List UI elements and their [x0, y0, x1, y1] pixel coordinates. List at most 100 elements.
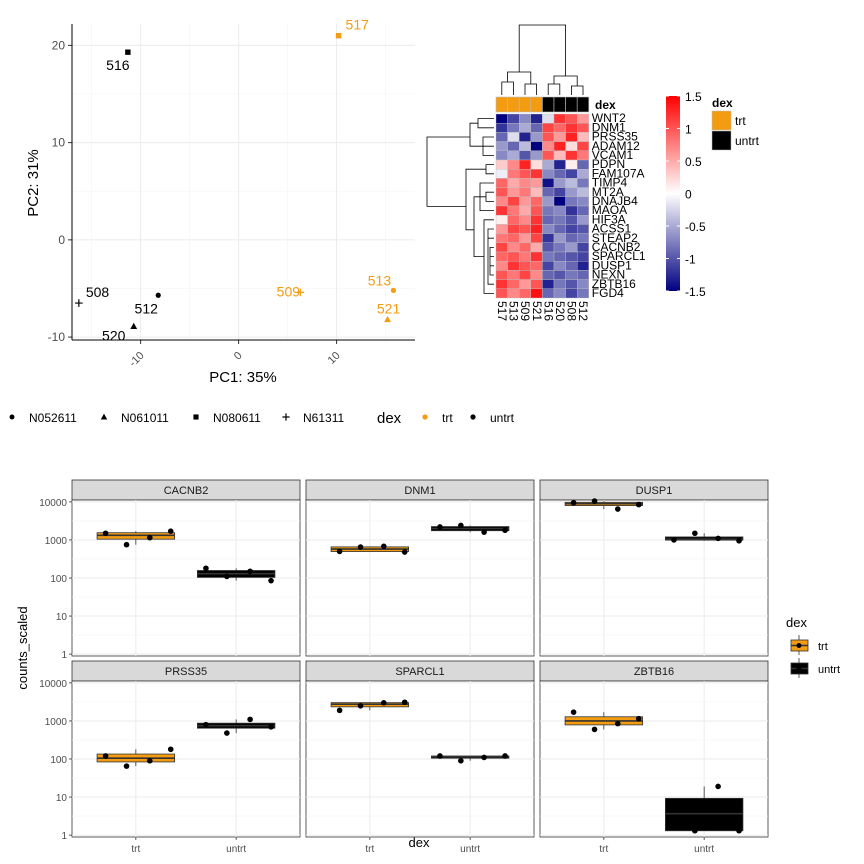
x-tick-label: untrt: [694, 844, 714, 855]
data-point: [357, 703, 364, 709]
data-point: [502, 753, 508, 759]
data-point: [570, 499, 577, 506]
y-tick-label: 1: [61, 650, 67, 661]
heatmap-colorbar: 1.5 1 0.5 0 -0.5 -1 -1.5: [666, 90, 706, 299]
heatmap-cell: [542, 270, 555, 280]
heatmap-cell: [519, 150, 532, 161]
heatmap-cell: [577, 288, 590, 299]
heatmap-cell: [565, 141, 578, 152]
boxplot-legend-label: trt: [818, 641, 828, 653]
data-point: [692, 827, 698, 834]
heatmap-cell: [507, 122, 520, 133]
pca-point-label: 516: [106, 57, 130, 73]
heatmap-gene-label: DNM1: [592, 120, 626, 134]
heatmap-cell: [565, 150, 578, 161]
data-point: [502, 527, 508, 534]
heatmap-cell: [519, 132, 532, 142]
x-tick-label: trt: [365, 844, 374, 855]
data-point: [591, 498, 598, 504]
heatmap-cell: [530, 150, 543, 161]
heatmap-cell: [577, 261, 590, 271]
data-point: [268, 724, 274, 730]
data-point: [481, 754, 487, 761]
heatmap-annotation-cell: [507, 96, 520, 113]
heatmap-cell: [577, 214, 590, 225]
heatmap-cell: [542, 279, 555, 290]
boxplot-panel-sparcl1: SPARCL1 trt untrt: [305, 660, 535, 855]
heatmap-cell: [542, 242, 555, 253]
pca-point-label: 520: [102, 327, 126, 343]
data-point: [247, 568, 253, 575]
data-point: [203, 565, 209, 572]
heatmap-cell: [565, 122, 578, 133]
colorbar-ramp: [666, 96, 680, 291]
pca-point: [75, 299, 83, 307]
pca-gridlines: [72, 24, 415, 340]
data-point: [203, 721, 209, 728]
column-dendrogram-branch: [518, 24, 566, 76]
y-tick-label: 1000: [45, 717, 68, 728]
y-tick-label: 10: [56, 793, 68, 804]
pca-y-tick-label: 10: [52, 136, 66, 150]
heatmap-cell: [553, 270, 566, 280]
heatmap-gene-label: ADAM12: [592, 139, 640, 153]
colorbar-tick-label: 1.5: [685, 90, 702, 104]
boxplot-panels: CACNB2 DNM1 DUSP1 PRSS35 trt untrt SPARCL1 trt u…: [71, 479, 769, 855]
legend-dex-title: dex: [377, 410, 402, 427]
boxplot-legend: dex trt untrt: [786, 615, 840, 678]
heatmap-cell: [577, 224, 590, 234]
heatmap-gene-label: PRSS35: [592, 130, 638, 144]
boxplot-y-axes: 1 10 100 1000 10000 1 10 100 1000 10000: [39, 498, 72, 842]
data-point: [102, 530, 109, 537]
heatmap-cell: [553, 187, 566, 198]
pca-point: [130, 322, 138, 329]
data-point: [715, 783, 721, 790]
heatmap-gene-label: CACNB2: [592, 240, 641, 254]
heatmap-cell: [565, 168, 578, 179]
heatmap-annotation-bar: [495, 96, 590, 113]
heatmap-cell: [553, 168, 566, 179]
data-point: [570, 709, 577, 715]
heatmap-cell: [507, 132, 520, 142]
heatmap-cell: [542, 168, 555, 179]
heatmap-cell: [530, 132, 543, 142]
legend-cell-label: N061011: [121, 411, 169, 425]
colorbar-tick-label: 0.5: [685, 155, 702, 169]
legend-cell-label: N61311: [303, 411, 344, 425]
heatmap-cell: [519, 288, 532, 299]
heatmap-cell: [530, 159, 543, 170]
heatmap-cell: [507, 205, 520, 216]
heatmap-annotation-cell: [553, 96, 566, 113]
heatmap-gene-label: NEXN: [592, 268, 625, 282]
heatmap-cell: [530, 242, 543, 253]
heatmap-cell: [553, 141, 566, 152]
heatmap-cell: [565, 233, 578, 244]
heatmap-cell: [565, 270, 578, 280]
heatmap-gene-label: SPARCL1: [592, 249, 646, 263]
data-point: [481, 529, 487, 535]
y-tick-label: 1000: [45, 536, 68, 547]
data-point: [336, 707, 343, 714]
heatmap-cell: [542, 159, 555, 170]
heatmap-cell: [577, 159, 590, 170]
heatmap-sample-label: 513: [507, 301, 521, 321]
heatmap-cell: [507, 187, 520, 198]
data-point: [736, 537, 742, 544]
heatmap-gene-label: DNAJB4: [592, 194, 638, 208]
heatmap-cell: [565, 242, 578, 253]
pca-point-label: 521: [377, 301, 401, 317]
heatmap-cell: [495, 270, 508, 280]
heatmap-cell: [565, 214, 578, 225]
heatmap-cell: [553, 224, 566, 234]
heatmap-cell: [495, 196, 508, 207]
legend-dex-label: untrt: [490, 411, 515, 425]
pca-point: [125, 49, 131, 55]
heatmap-cell: [553, 261, 566, 271]
heatmap-cell: [530, 196, 543, 207]
legend-dex-marker-untrt: [470, 414, 476, 420]
heatmap-cell: [542, 233, 555, 244]
pca-point-label: 508: [86, 284, 110, 300]
data-point: [671, 537, 677, 543]
panel-strip-label: SPARCL1: [395, 666, 444, 678]
